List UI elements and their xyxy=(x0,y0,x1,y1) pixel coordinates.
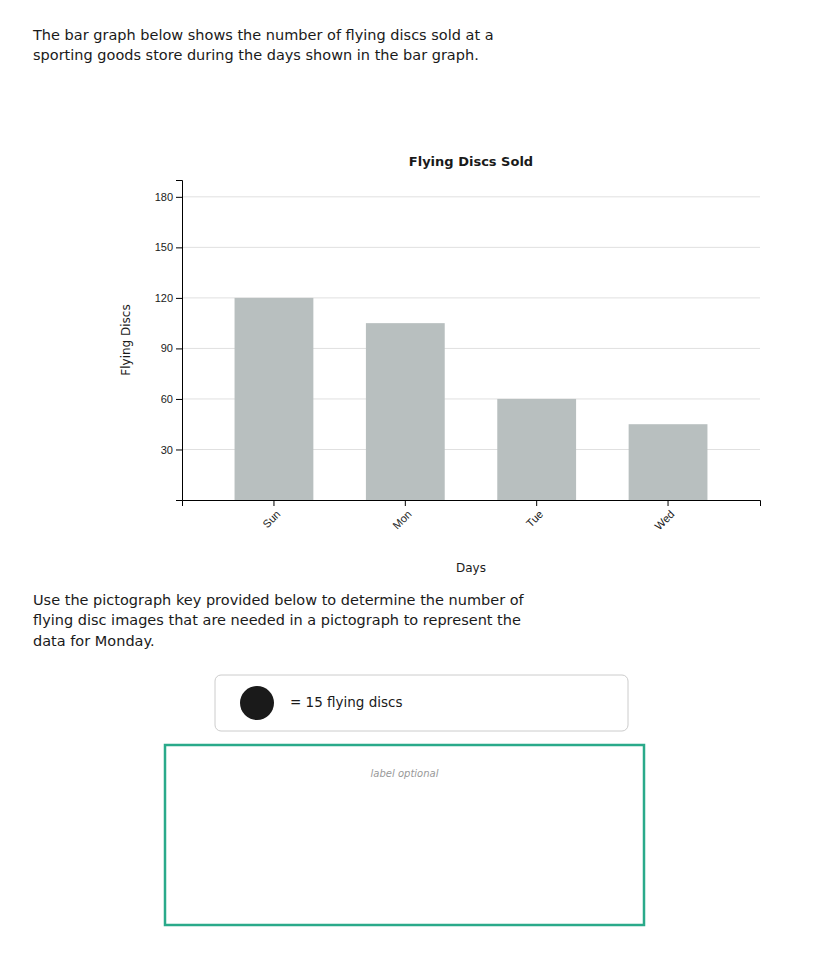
x-tick-mark xyxy=(668,500,669,506)
x-axis-title: Days xyxy=(456,561,486,575)
x-axis-line xyxy=(183,501,761,507)
question-text: Use the pictograph key provided below to… xyxy=(33,592,525,649)
x-tick-mark xyxy=(273,500,274,506)
intro-text: The bar graph below shows the number of … xyxy=(32,27,494,63)
grid-line xyxy=(182,247,760,248)
y-tick-mark xyxy=(176,298,182,299)
y-tick-mark xyxy=(176,247,182,248)
x-tick-label: Mon xyxy=(390,508,414,532)
y-axis: 30 60 90 120 150 180 xyxy=(155,181,183,501)
y-axis-title: Flying Discs xyxy=(119,304,133,375)
x-tick: Sun xyxy=(260,500,282,530)
y-tick: 120 xyxy=(155,292,182,304)
x-tick: Mon xyxy=(390,500,414,531)
x-tick: Wed xyxy=(652,500,676,532)
grid-line xyxy=(182,196,760,197)
x-axis: Sun Mon Tue Wed xyxy=(183,500,761,532)
y-tick: 60 xyxy=(161,393,182,405)
plot: Sun Mon Tue Wed 30 60 90 120 150 180 Flying Discs … xyxy=(119,154,761,575)
x-tick-label: Wed xyxy=(652,508,676,532)
bar xyxy=(366,323,445,500)
y-tick-label: 90 xyxy=(161,342,173,354)
y-tick: 30 xyxy=(161,443,182,455)
x-tick-mark xyxy=(536,500,537,506)
answer-box xyxy=(165,745,644,925)
y-tick-mark xyxy=(176,449,182,450)
chart-title: Flying Discs Sold xyxy=(409,154,533,169)
y-tick-label: 30 xyxy=(161,443,173,455)
y-tick: 90 xyxy=(161,342,182,354)
y-tick-label: 180 xyxy=(155,191,173,203)
y-tick: 180 xyxy=(155,191,182,203)
x-tick-label: Tue xyxy=(524,508,546,530)
bar xyxy=(497,399,576,500)
answer-label: label optional xyxy=(371,768,439,779)
y-tick: 150 xyxy=(155,241,182,253)
bar xyxy=(235,298,314,500)
x-tick: Tue xyxy=(524,500,546,529)
x-tick-mark xyxy=(405,500,406,506)
bar xyxy=(629,424,708,500)
y-tick-label: 150 xyxy=(155,241,173,253)
key-icon xyxy=(240,686,274,720)
bars xyxy=(235,298,708,500)
x-tick-label: Sun xyxy=(260,508,282,530)
y-tick-mark xyxy=(176,197,182,198)
y-tick-label: 120 xyxy=(155,292,173,304)
key-text: = 15 flying discs xyxy=(290,694,403,710)
y-tick-label: 60 xyxy=(161,393,173,405)
page: The bar graph below shows the number of … xyxy=(0,0,826,953)
key-box xyxy=(215,675,628,731)
y-tick-mark xyxy=(176,399,182,400)
y-axis-line xyxy=(176,181,183,501)
y-tick-mark xyxy=(176,348,182,349)
